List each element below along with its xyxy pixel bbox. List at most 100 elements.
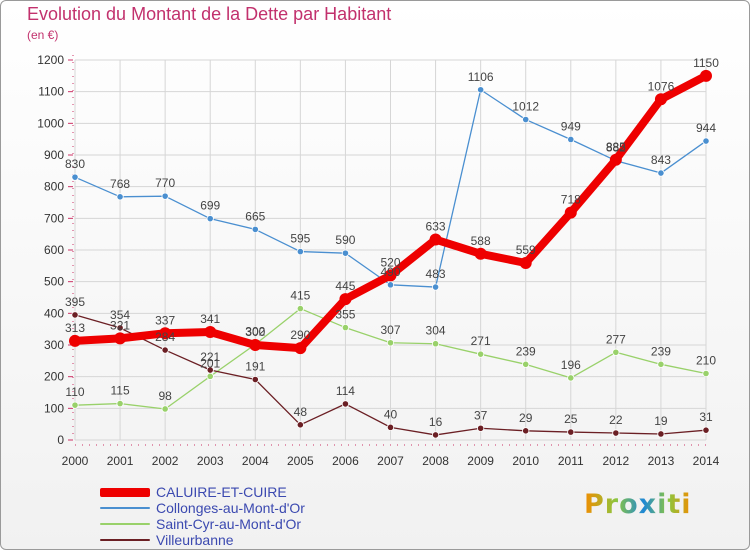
- data-label: 341: [200, 312, 220, 326]
- data-label: 843: [651, 153, 671, 167]
- data-label: 1076: [648, 79, 675, 93]
- legend-swatch: [100, 523, 150, 525]
- y-tick-label: 100: [44, 401, 64, 415]
- data-point: [702, 369, 710, 378]
- data-point: [161, 405, 169, 413]
- data-point: [474, 247, 487, 260]
- data-point: [206, 215, 214, 223]
- data-label: 633: [426, 220, 446, 234]
- x-tick-label: 2013: [648, 454, 675, 468]
- data-label: 196: [561, 358, 581, 372]
- legend: CALUIRE-ET-CUIRE Collonges-au-Mont-d'Or Sa…: [100, 484, 430, 548]
- data-label: 307: [380, 323, 400, 337]
- data-point: [567, 428, 575, 436]
- data-point: [159, 327, 172, 340]
- data-label: 210: [696, 354, 716, 368]
- data-label: 590: [335, 233, 355, 247]
- data-label: 337: [155, 313, 175, 327]
- y-tick-label: 0: [57, 433, 64, 447]
- data-point: [429, 233, 442, 246]
- y-tick-label: 500: [44, 275, 64, 289]
- data-label: 98: [158, 389, 172, 403]
- data-label: 699: [200, 199, 220, 213]
- data-point: [206, 366, 214, 374]
- data-point: [657, 360, 665, 368]
- data-label: 882: [606, 141, 626, 155]
- x-tick-label: 2002: [152, 454, 179, 468]
- data-label: 239: [516, 344, 536, 358]
- data-label: 48: [294, 405, 308, 419]
- data-point: [339, 293, 352, 306]
- y-tick-label: 1100: [38, 85, 64, 99]
- grid-lines: [74, 59, 707, 441]
- data-label: 768: [110, 177, 130, 191]
- data-label: 944: [696, 121, 716, 135]
- legend-label: Saint-Cyr-au-Mont-d'Or: [156, 516, 302, 532]
- proxiti-logo: Proxiti: [584, 489, 692, 520]
- x-tick-label: 2008: [422, 454, 449, 468]
- data-point: [384, 269, 397, 282]
- data-point: [341, 249, 350, 257]
- data-label: 239: [651, 344, 671, 358]
- data-point: [204, 326, 217, 339]
- data-point: [477, 86, 485, 94]
- data-point: [657, 430, 665, 438]
- y-tick-label: 400: [44, 306, 64, 320]
- data-point: [522, 427, 530, 435]
- data-point: [116, 399, 124, 408]
- legend-item: Saint-Cyr-au-Mont-d'Or: [100, 516, 430, 532]
- data-label: 588: [471, 234, 491, 248]
- x-tick-label: 2005: [287, 454, 314, 468]
- data-label: 559: [516, 243, 536, 257]
- data-label: 191: [245, 360, 265, 374]
- data-label: 313: [65, 321, 85, 335]
- y-tick-label: 700: [44, 211, 64, 225]
- data-point: [296, 421, 304, 429]
- data-labels: 830 768 770 699 665 595 590 490 483 1106 1012 949 88…: [65, 56, 719, 429]
- y-tick-label: 600: [44, 243, 64, 257]
- data-point: [114, 332, 127, 345]
- data-point: [386, 281, 395, 289]
- legend-swatch: [100, 487, 150, 497]
- x-tick-label: 2006: [332, 454, 359, 468]
- data-point: [294, 342, 307, 355]
- data-label: 201: [200, 356, 220, 370]
- data-point: [522, 360, 530, 368]
- data-label: 25: [564, 412, 578, 426]
- data-point: [116, 193, 124, 201]
- x-tick-label: 2014: [693, 454, 720, 468]
- data-point: [654, 93, 667, 106]
- data-label: 321: [110, 318, 130, 332]
- data-point: [386, 423, 395, 431]
- y-tick-label: 800: [44, 180, 64, 194]
- data-label: 110: [65, 385, 84, 399]
- data-label: 300: [245, 325, 265, 339]
- data-point: [251, 375, 259, 384]
- data-label: 830: [65, 157, 85, 171]
- data-point: [612, 429, 620, 437]
- data-label: 19: [654, 414, 668, 428]
- data-point: [431, 340, 440, 348]
- data-point: [71, 401, 79, 409]
- data-label: 22: [609, 413, 623, 427]
- data-point: [71, 173, 79, 181]
- data-label: 483: [426, 267, 446, 281]
- data-point: [567, 374, 575, 382]
- data-point: [612, 348, 620, 356]
- data-label: 490: [380, 265, 400, 279]
- data-label: 37: [474, 408, 488, 422]
- legend-label: Villeurbanne: [156, 532, 234, 548]
- data-label: 284: [155, 330, 175, 344]
- legend-item: Collonges-au-Mont-d'Or: [100, 500, 430, 516]
- x-tick-label: 2009: [467, 454, 494, 468]
- data-label: 949: [561, 119, 581, 133]
- data-label: 520: [380, 255, 400, 269]
- data-label: 1106: [468, 70, 494, 84]
- data-label: 1012: [512, 100, 539, 114]
- axes: 0 100 200 300 400 500 600 700 800 900 1000 1100 1200…: [37, 53, 719, 468]
- data-point: [609, 153, 622, 166]
- data-point: [567, 135, 575, 144]
- chart-title: Evolution du Montant de la Dette par Hab…: [27, 4, 392, 24]
- data-point: [69, 334, 81, 347]
- data-label: 16: [429, 415, 443, 429]
